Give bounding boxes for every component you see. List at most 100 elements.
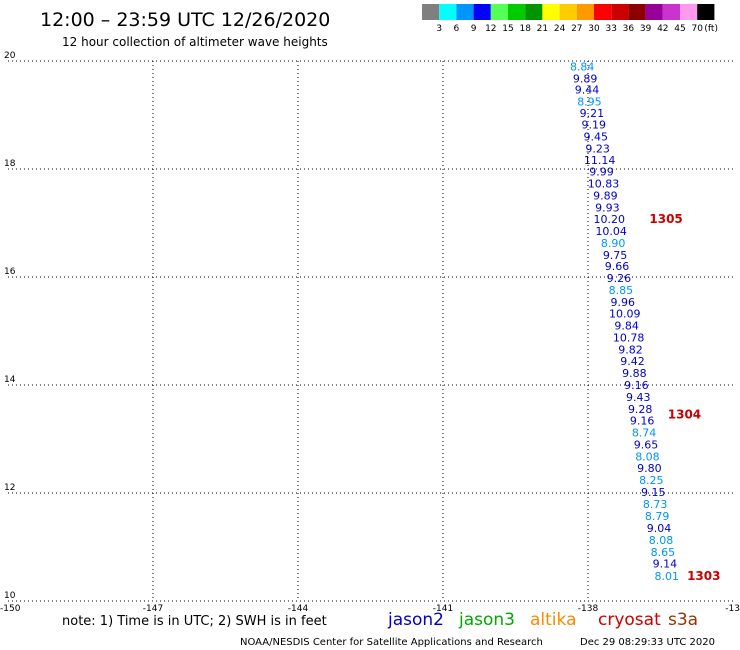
swh-value-label: 8.01 [655, 570, 680, 583]
colorbar-swatch [422, 4, 440, 20]
colorbar-swatch [594, 4, 612, 20]
swh-value-label: 9.65 [634, 438, 659, 451]
swh-value-label: 9.23 [585, 142, 610, 155]
swh-value-label: 8.08 [635, 450, 660, 463]
swh-value-label: 9.82 [618, 343, 643, 356]
colorbar-label: 36 [623, 24, 635, 34]
colorbar-swatch [473, 4, 491, 20]
swh-value-label: 10.83 [588, 178, 620, 191]
colorbar-label: 9 [471, 24, 477, 34]
swh-value-label: 8.08 [649, 534, 674, 547]
pass-number-label: 1304 [668, 408, 701, 422]
swh-value-label: 9.96 [611, 296, 636, 309]
colorbar-swatch [680, 4, 698, 20]
mission-legend: jason2 jason3 altika cryosat s3a [387, 610, 698, 630]
colorbar-swatch [508, 4, 526, 20]
x-tick-label: -141 [433, 604, 453, 614]
footer-note: note: 1) Time is in UTC; 2) SWH is in fe… [62, 614, 327, 629]
swh-value-label: 9.16 [624, 379, 649, 392]
chart-subtitle: 12 hour collection of altimeter wave hei… [62, 35, 328, 49]
x-axis-ticks: -150 -147 -144 -141 -138 -13 [0, 604, 740, 614]
y-tick-label: 16 [4, 267, 16, 277]
y-tick-label: 10 [4, 591, 16, 601]
swh-value-label: 8.85 [609, 284, 634, 297]
colorbar-swatch [662, 4, 680, 20]
colorbar-label: 33 [605, 24, 616, 34]
y-tick-label: 12 [4, 483, 15, 493]
y-tick-label: 14 [4, 375, 16, 385]
colorbar-label: 39 [640, 24, 652, 34]
swh-value-label: 9.21 [580, 107, 605, 120]
swh-value-label: 10.09 [609, 308, 641, 321]
x-tick-label: -144 [288, 604, 309, 614]
colorbar-unit: (ft) [704, 24, 718, 34]
swh-value-label: 10.20 [594, 213, 626, 226]
swh-value-label: 9.19 [582, 119, 607, 132]
swh-value-label: 9.26 [607, 272, 632, 285]
map-grid [8, 60, 733, 602]
swh-value-label: 9.88 [622, 367, 647, 380]
colorbar-label: 12 [485, 24, 496, 34]
credit-text: NOAA/NESDIS Center for Satellite Applica… [240, 637, 543, 648]
swh-value-label: 9.80 [637, 462, 662, 475]
swh-labels: 8.849.899.448.959.219.199.459.2311.149.9… [570, 60, 679, 583]
colorbar-label: 27 [571, 24, 582, 34]
chart-title: 12:00 – 23:59 UTC 12/26/2020 [40, 9, 330, 31]
colorbar-swatch [611, 4, 629, 20]
colorbar-label: 6 [454, 24, 460, 34]
y-tick-label: 20 [4, 51, 16, 61]
colorbar-label: 45 [674, 24, 685, 34]
colorbar-swatch [456, 4, 474, 20]
swh-value-label: 10.78 [613, 331, 645, 344]
y-tick-label: 18 [4, 159, 16, 169]
colorbar-label: 15 [502, 24, 513, 34]
swh-value-label: 8.65 [651, 546, 676, 559]
colorbar-label: 30 [588, 24, 600, 34]
pass-number-label: 1305 [649, 212, 682, 226]
colorbar-label: 70 [691, 24, 703, 34]
timestamp-text: Dec 29 08:29:33 UTC 2020 [580, 637, 715, 648]
mission-legend-item: altika [530, 610, 577, 630]
swh-value-label: 9.28 [628, 403, 653, 416]
colorbar-swatch [697, 4, 715, 20]
colorbar-label: 42 [657, 24, 668, 34]
swh-value-label: 8.95 [577, 96, 602, 109]
x-tick-label: -138 [578, 604, 599, 614]
swh-value-label: 9.99 [589, 166, 614, 179]
x-tick-label: -147 [143, 604, 163, 614]
x-tick-label: -150 [0, 604, 21, 614]
swh-value-label: 11.14 [584, 154, 616, 167]
swh-value-label: 9.89 [573, 72, 598, 85]
swh-value-label: 9.89 [593, 189, 618, 202]
colorbar-legend: 3 6 9 12 15 18 21 24 27 30 33 36 39 42 45 70 (ft) [422, 4, 718, 34]
colorbar-label: 18 [519, 24, 531, 34]
colorbar-swatch [576, 4, 594, 20]
colorbar-swatch [525, 4, 543, 20]
colorbar-label: 21 [537, 24, 548, 34]
swh-value-label: 9.15 [641, 486, 666, 499]
swh-value-label: 8.90 [601, 237, 626, 250]
pass-labels: 1305 1304 1303 [649, 212, 720, 583]
colorbar-swatch [439, 4, 457, 20]
swh-value-label: 9.04 [647, 522, 672, 535]
swh-value-label: 8.25 [639, 474, 664, 487]
swh-value-label: 9.16 [630, 415, 655, 428]
swh-value-label: 8.84 [570, 60, 595, 73]
x-tick-label: -13 [725, 604, 740, 614]
swh-value-label: 9.75 [603, 249, 628, 262]
swh-value-label: 9.44 [575, 84, 600, 97]
swh-value-label: 9.14 [653, 558, 678, 571]
mission-legend-item: jason2 [387, 610, 444, 630]
swh-value-label: 9.66 [605, 260, 630, 273]
colorbar-swatch [490, 4, 508, 20]
swh-value-label: 8.73 [643, 498, 668, 511]
swh-value-label: 9.42 [620, 355, 645, 368]
colorbar-swatch [559, 4, 577, 20]
swh-value-label: 9.84 [614, 320, 639, 333]
swh-value-label: 9.93 [595, 201, 620, 214]
mission-legend-item: cryosat [598, 610, 661, 630]
colorbar-swatch [645, 4, 663, 20]
mission-legend-item: s3a [668, 610, 698, 630]
y-axis-ticks: 20 18 16 14 12 10 [4, 51, 16, 601]
swh-value-label: 9.43 [626, 391, 651, 404]
